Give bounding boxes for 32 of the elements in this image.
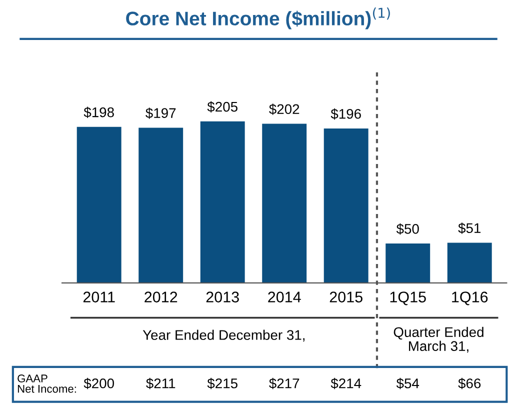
text: $215 — [207, 378, 238, 390]
data-label: $50 — [396, 223, 419, 235]
bar — [76, 126, 122, 283]
data-label: $51 — [458, 222, 481, 234]
bar — [262, 124, 307, 283]
data-label: $202 — [269, 104, 300, 115]
x-tick-label: 1Q15 — [390, 292, 426, 306]
x-tick-label: 2013 — [206, 292, 239, 302]
data-label: $196 — [330, 108, 361, 120]
text: $211 — [146, 378, 176, 390]
text: Quarter Ended March 31, — [394, 326, 484, 353]
text: Year Ended December 31, — [142, 330, 304, 342]
text: $66 — [458, 378, 481, 390]
x-tick-label: 2014 — [268, 292, 301, 302]
x-tick-label: 2011 — [83, 292, 115, 302]
bar — [324, 128, 368, 283]
data-label: $198 — [84, 106, 114, 118]
text: $214 — [330, 378, 362, 390]
bar — [386, 244, 430, 283]
x-tick-label: 2015 — [330, 292, 362, 302]
x-tick-label: 2012 — [144, 292, 178, 302]
text: GAAP Net Income: — [18, 374, 76, 393]
text: $217 — [269, 378, 300, 390]
x-tick-label: 1Q16 — [452, 292, 488, 306]
bar — [447, 242, 492, 283]
text: $54 — [396, 378, 420, 390]
data-label: $197 — [146, 108, 176, 119]
text: $200 — [84, 378, 114, 390]
chart-title: Core Net Income ($million)$^{(1)}$ — [126, 7, 390, 30]
data-label: $205 — [207, 101, 238, 113]
bar — [138, 128, 184, 283]
bar — [200, 121, 245, 283]
